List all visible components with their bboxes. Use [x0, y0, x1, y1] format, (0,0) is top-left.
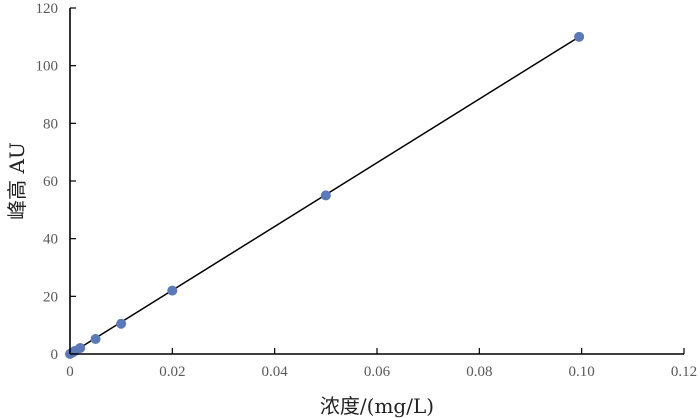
- y-tick-label: 80: [43, 116, 58, 132]
- x-tick-label: 0.08: [466, 364, 492, 380]
- data-point: [75, 342, 86, 353]
- data-point: [574, 31, 585, 42]
- x-tick-label: 0: [66, 364, 74, 380]
- x-tick-label: 0.02: [159, 364, 185, 380]
- data-points: [65, 31, 585, 359]
- x-axis-ticks: 0 0.02 0.04 0.06 0.08 0.10 0.12: [66, 348, 697, 380]
- y-axis-ticks: 0 20 40 60 80 100 120: [36, 1, 76, 363]
- data-point: [116, 318, 127, 329]
- x-tick-label: 0.06: [364, 364, 391, 380]
- y-tick-label: 100: [36, 59, 59, 75]
- x-tick-label: 0.10: [569, 364, 595, 380]
- x-tick-label: 0.12: [671, 364, 697, 380]
- x-tick-label: 0.04: [262, 364, 289, 380]
- y-tick-label: 60: [43, 174, 58, 190]
- y-axis-title: 峰高 AU: [5, 142, 29, 220]
- x-axis-title: 浓度/(mg/L): [320, 394, 434, 418]
- y-tick-label: 20: [43, 289, 58, 305]
- data-point: [167, 285, 178, 296]
- y-tick-label: 0: [51, 347, 59, 363]
- data-point: [90, 334, 101, 345]
- y-tick-label: 120: [36, 1, 59, 17]
- y-tick-label: 40: [43, 232, 58, 248]
- data-point: [320, 190, 331, 201]
